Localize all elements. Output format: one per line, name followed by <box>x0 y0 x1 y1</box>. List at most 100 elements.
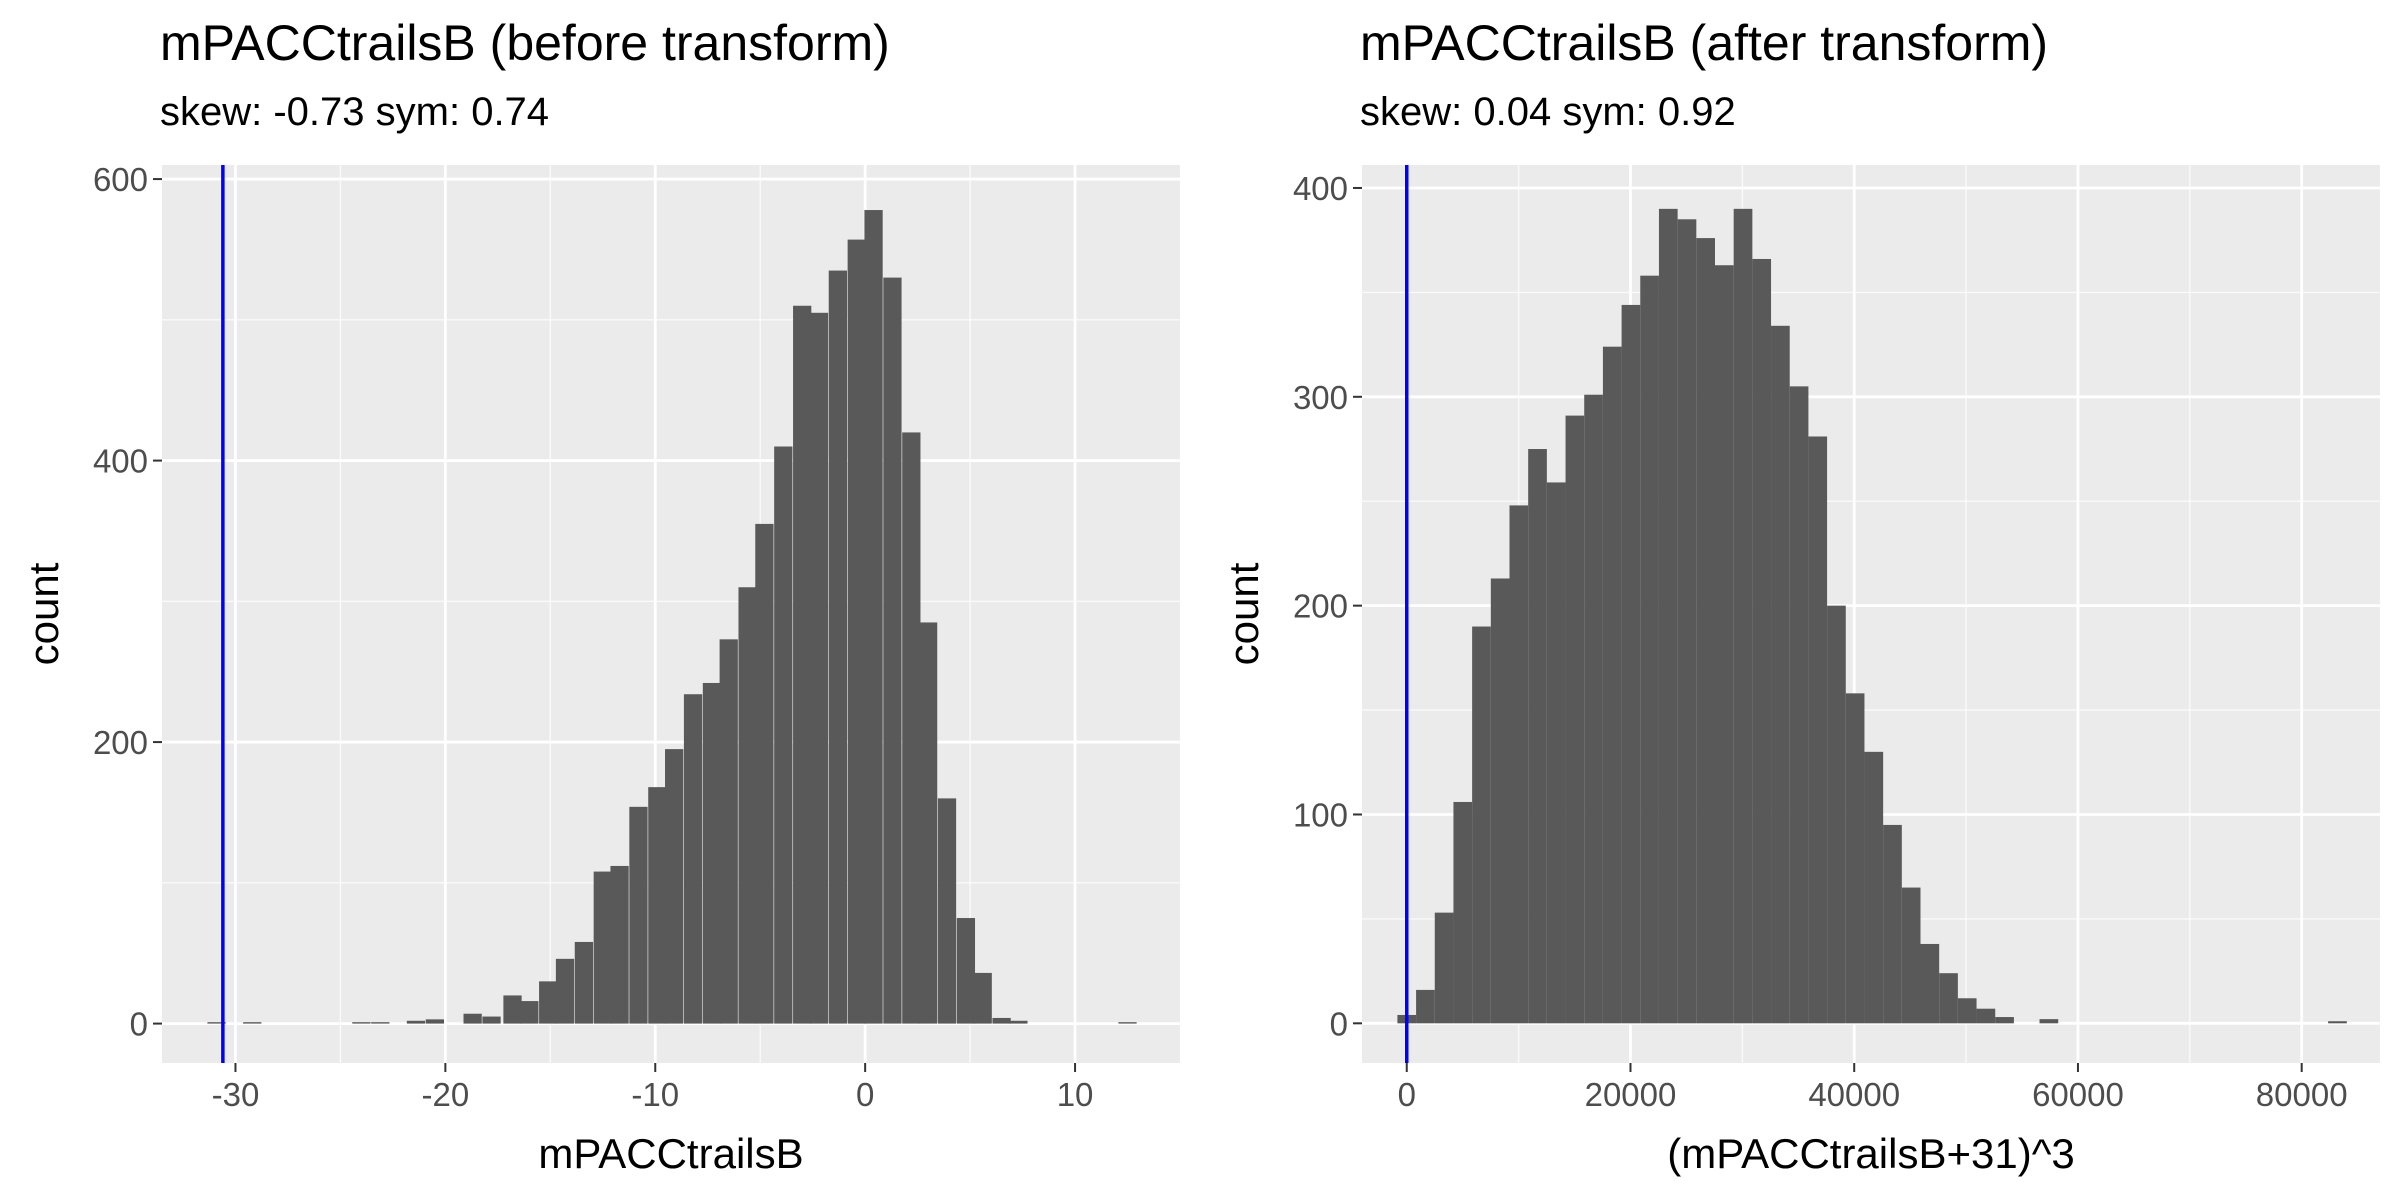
histogram-bar <box>482 1016 501 1024</box>
histogram-bar <box>937 798 957 1024</box>
histogram-bar <box>1733 208 1753 1024</box>
histogram-bar <box>1416 989 1435 1024</box>
histogram-bar <box>738 587 757 1024</box>
histogram-bar <box>1789 386 1809 1024</box>
histogram-bar <box>1901 887 1921 1024</box>
histogram-bar <box>1752 258 1772 1024</box>
x-tick-label: 20000 <box>1585 1076 1677 1113</box>
histogram-bar <box>1976 1008 1996 1024</box>
y-tick-label: 300 <box>1293 379 1348 416</box>
histogram-bar <box>793 305 812 1024</box>
histogram-bar <box>1808 436 1828 1024</box>
y-tick-label: 0 <box>1330 1005 1348 1042</box>
chart-panel-after-transform: mPACCtrailsB (after transform) skew: 0.0… <box>1200 0 2400 1200</box>
histogram-bar <box>207 1022 226 1024</box>
histogram-bar <box>902 432 921 1024</box>
histogram-bar <box>992 1017 1011 1024</box>
histogram-bar <box>828 270 847 1024</box>
x-axis-title: (mPACCtrailsB+31)^3 <box>1667 1130 2075 1177</box>
histogram-bar <box>1546 482 1566 1024</box>
histogram-bar <box>463 1013 482 1024</box>
y-tick-label: 200 <box>93 724 148 761</box>
histogram-bar <box>864 210 883 1024</box>
chart-title: mPACCtrailsB (after transform) <box>1360 15 2049 71</box>
histogram-bar <box>1640 275 1659 1024</box>
histogram-bar <box>1995 1017 2014 1024</box>
chart-subtitle: skew: -0.73 sym: 0.74 <box>160 90 550 134</box>
x-tick-label: 0 <box>1398 1076 1416 1113</box>
y-tick-label: 400 <box>93 443 148 480</box>
histogram-bar <box>1565 415 1585 1024</box>
histogram-bar <box>1118 1022 1137 1024</box>
histogram-bar <box>574 941 594 1024</box>
y-tick-label: 400 <box>1293 170 1348 207</box>
histogram-bar <box>702 682 722 1024</box>
y-tick-label: 600 <box>93 161 148 198</box>
histogram-bar <box>1584 394 1603 1024</box>
x-tick-label: -20 <box>422 1076 470 1113</box>
histogram-bar <box>1883 824 1902 1024</box>
histogram-bar <box>1696 238 1715 1024</box>
histogram-bar <box>406 1020 426 1024</box>
histogram-bar <box>847 239 866 1024</box>
histogram-bar <box>774 446 793 1024</box>
x-tick-label: 10 <box>1057 1076 1094 1113</box>
x-tick-label: -30 <box>212 1076 260 1113</box>
histogram-bar <box>665 749 684 1024</box>
histogram-bar <box>1845 693 1865 1024</box>
chart-subtitle: skew: 0.04 sym: 0.92 <box>1360 90 1736 134</box>
histogram-bar <box>719 639 738 1024</box>
x-tick-label: 60000 <box>2032 1076 2124 1113</box>
histogram-bar <box>648 787 667 1024</box>
histogram-bar <box>425 1019 444 1024</box>
y-tick-label: 200 <box>1293 588 1348 625</box>
histogram-bar <box>243 1022 262 1024</box>
histogram-bar <box>1939 973 1958 1024</box>
histogram-bar <box>883 277 902 1024</box>
histogram-bar <box>755 523 774 1024</box>
y-tick-label: 0 <box>130 1006 148 1043</box>
histogram-bar <box>503 995 522 1024</box>
histogram-bar <box>371 1022 390 1024</box>
histogram-bar <box>2328 1021 2347 1024</box>
x-tick-label: 40000 <box>1808 1076 1900 1113</box>
histogram-bar <box>1920 943 1940 1024</box>
x-tick-label: -10 <box>631 1076 679 1113</box>
histogram-bar <box>1714 265 1734 1024</box>
y-axis-title: count <box>1220 562 1267 665</box>
y-axis-title: count <box>20 562 67 665</box>
histogram-bar <box>1771 325 1790 1024</box>
chart-title: mPACCtrailsB (before transform) <box>160 15 890 71</box>
histogram-bar <box>1528 449 1547 1024</box>
histogram-bar <box>1509 505 1529 1024</box>
histogram-bar <box>918 622 938 1024</box>
histogram-after-transform: 0 20000 40000 60000 80000 0 100 200 300 400 (mPACC… <box>1220 165 2380 1177</box>
histogram-bar <box>352 1022 371 1024</box>
histogram-bar <box>2039 1019 2059 1024</box>
x-axis-title: mPACCtrailsB <box>538 1130 803 1177</box>
histogram-bar <box>555 958 575 1024</box>
histogram-bar <box>610 865 629 1024</box>
histogram-bar <box>1677 219 1697 1024</box>
x-tick-label: 0 <box>856 1076 874 1113</box>
histogram-bar <box>1658 208 1678 1024</box>
histogram-bar <box>1602 346 1622 1024</box>
histogram-bar <box>973 972 992 1024</box>
histogram-bar <box>956 918 976 1024</box>
histogram-bar <box>1621 304 1641 1024</box>
histogram-bar <box>1453 801 1473 1024</box>
y-tick-label: 100 <box>1293 796 1348 833</box>
histogram-bar <box>1009 1020 1028 1024</box>
histogram-bar <box>1864 751 1884 1024</box>
histogram-bar <box>1472 626 1491 1024</box>
histogram-bar <box>1957 998 1977 1024</box>
histogram-bar <box>520 1001 539 1024</box>
histogram-bar <box>809 312 829 1024</box>
histogram-bar <box>629 806 648 1024</box>
x-tick-label: 80000 <box>2256 1076 2348 1113</box>
histogram-bar <box>683 694 703 1024</box>
chart-panel-before-transform: mPACCtrailsB (before transform) skew: -0… <box>20 15 1180 1177</box>
histogram-bar <box>539 981 558 1024</box>
